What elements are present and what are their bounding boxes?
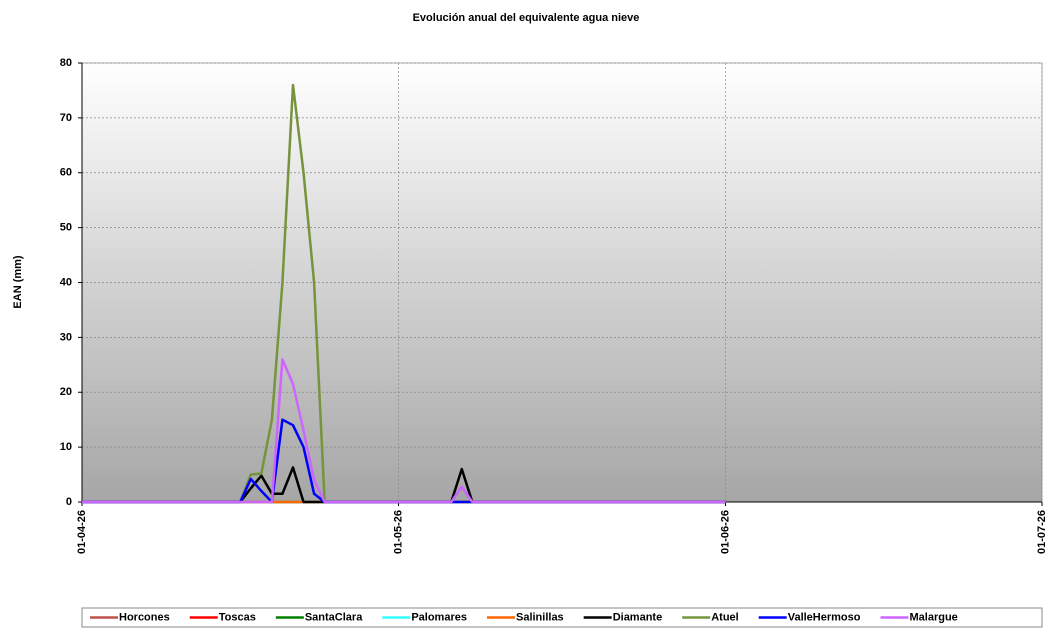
y-tick-label: 30 [60, 331, 72, 343]
legend-label: Diamante [613, 611, 663, 623]
chart-title: Evolución anual del equivalente agua nie… [413, 12, 640, 24]
x-tick-label: 01-07-26 [1036, 510, 1048, 554]
y-tick-label: 50 [60, 222, 72, 234]
legend-label: Palomares [411, 611, 467, 623]
series-line [82, 418, 726, 504]
y-tick-label: 10 [60, 441, 72, 453]
legend-box [81, 607, 1043, 628]
legend-label: Toscas [219, 611, 256, 623]
x-tick-label: 01-05-26 [392, 510, 404, 554]
legend-label: SantaClara [305, 611, 363, 623]
y-tick-label: 40 [60, 276, 72, 288]
y-tick-label: 0 [66, 496, 72, 508]
legend-label: Atuel [711, 611, 739, 623]
x-tick-label: 01-04-26 [76, 510, 88, 554]
legend-label: Horcones [119, 611, 170, 623]
y-tick-label: 80 [60, 57, 72, 69]
y-tick-label: 20 [60, 386, 72, 398]
y-axis-label: EAN (mm) [12, 255, 24, 309]
legend-label: Malargue [909, 611, 957, 623]
legend-label: Salinillas [516, 611, 564, 623]
legend-label: ValleHermoso [788, 611, 861, 623]
x-tick-label: 01-06-26 [719, 510, 731, 554]
y-tick-label: 70 [60, 112, 72, 124]
y-tick-label: 60 [60, 167, 72, 179]
series-line [82, 466, 726, 504]
series-line [82, 358, 726, 504]
